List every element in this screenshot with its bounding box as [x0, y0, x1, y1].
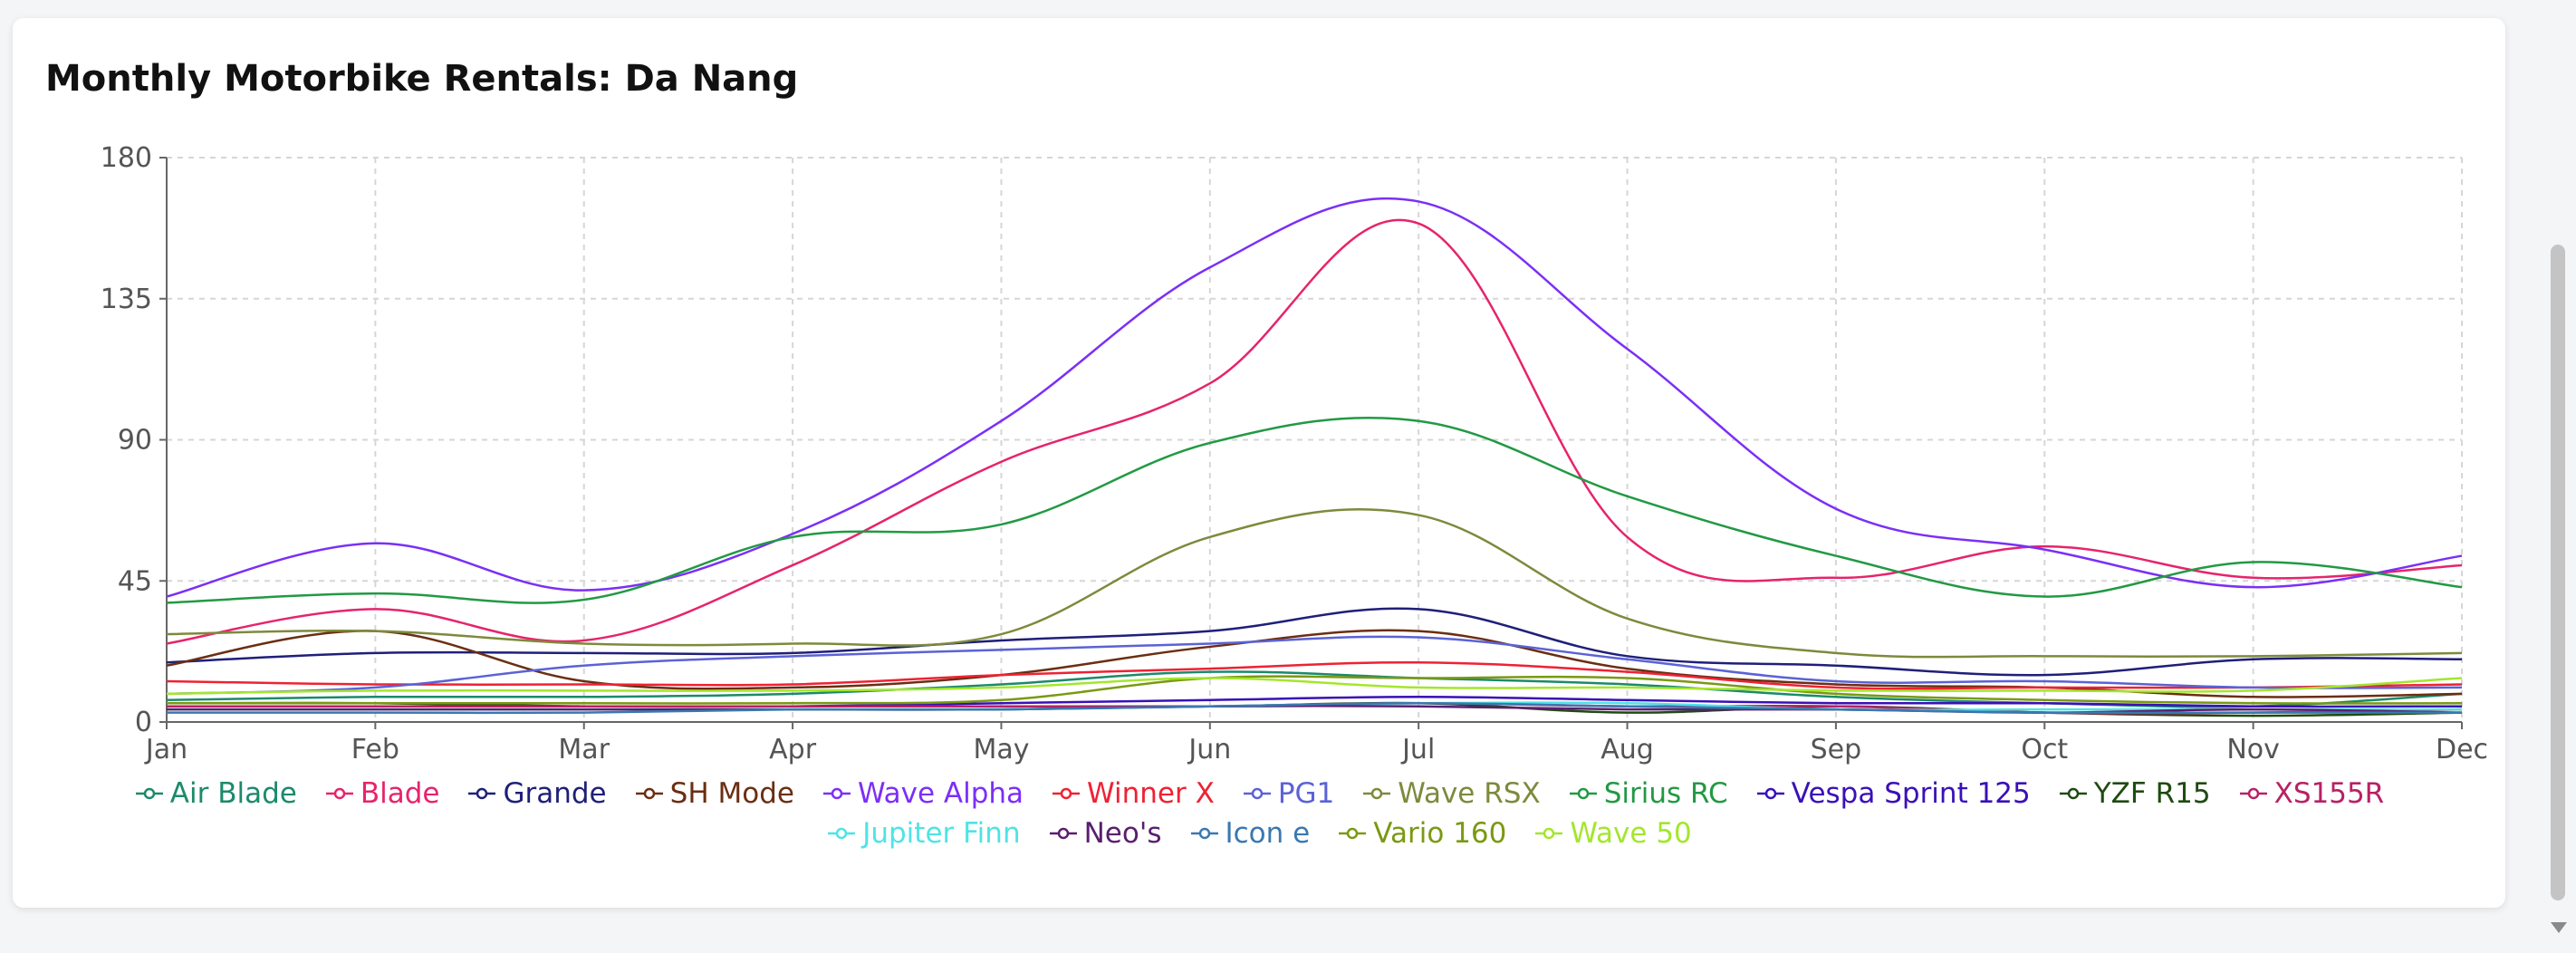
- legend-marker-icon: [1569, 787, 1597, 800]
- legend-label: Jupiter Finn: [862, 817, 1021, 850]
- legend-item-xs155r[interactable]: XS155R: [2238, 777, 2385, 810]
- series-line-pg1: [166, 635, 2463, 696]
- chart-legend: Air Blade Blade Grande SH Mode Wave Alpha Win…: [36, 777, 2482, 850]
- legend-label: SH Mode: [669, 777, 794, 810]
- legend-label: Sirius RC: [1603, 777, 1728, 810]
- legend-label: YZF R15: [2093, 777, 2211, 810]
- x-tick-label: Jan: [144, 734, 187, 765]
- legend-item-grande[interactable]: Grande: [466, 777, 607, 810]
- legend-marker-icon: [1190, 827, 1218, 840]
- series-lines: [166, 197, 2463, 717]
- series-line-wave-alpha: [166, 197, 2463, 598]
- chart-card: Monthly Motorbike Rentals: Da Nang: [13, 18, 2505, 908]
- legend-item-sh-mode[interactable]: SH Mode: [634, 777, 794, 810]
- legend-marker-icon: [1756, 787, 1784, 800]
- vertical-scrollbar[interactable]: [2547, 0, 2571, 953]
- legend-marker-icon: [828, 827, 856, 840]
- legend-item-blade[interactable]: Blade: [324, 777, 440, 810]
- grid: [167, 157, 2463, 722]
- legend-label: Wave RSX: [1398, 777, 1541, 810]
- legend-marker-icon: [2239, 787, 2267, 800]
- legend-marker-icon: [2059, 787, 2087, 800]
- x-tick-label: Nov: [2226, 734, 2280, 765]
- legend-marker-icon: [1049, 827, 1077, 840]
- x-tick-label: Jul: [1400, 734, 1435, 765]
- legend-label: Neo's: [1083, 817, 1162, 850]
- legend-label: Grande: [503, 777, 607, 810]
- x-tick-label: Oct: [2021, 734, 2068, 765]
- legend-marker-icon: [1053, 787, 1081, 800]
- legend-item-pg1[interactable]: PG1: [1242, 777, 1334, 810]
- y-tick-label: 180: [101, 142, 152, 174]
- series-line-vario-160: [167, 675, 2463, 705]
- legend-marker-icon: [135, 787, 163, 800]
- series-line-wave-rsx: [166, 507, 2463, 659]
- legend-item-wave-alpha[interactable]: Wave Alpha: [822, 777, 1024, 810]
- legend-item-sirius-rc[interactable]: Sirius RC: [1568, 777, 1728, 810]
- x-tick-label: Aug: [1600, 734, 1654, 765]
- series-line-blade: [166, 218, 2463, 645]
- legend-label: Vespa Sprint 125: [1791, 777, 2031, 810]
- y-tick-label: 135: [101, 284, 152, 315]
- series-line-icon-e: [167, 701, 2462, 715]
- legend-marker-icon: [822, 787, 851, 800]
- legend-marker-icon: [325, 787, 353, 800]
- legend-marker-icon: [1363, 787, 1391, 800]
- legend-item-vario-160[interactable]: Vario 160: [1337, 817, 1506, 850]
- series-line-winner-x: [166, 660, 2463, 690]
- x-tick-label: Apr: [769, 734, 817, 765]
- legend-item-neo-s[interactable]: Neo's: [1048, 817, 1162, 850]
- legend-label: XS155R: [2273, 777, 2385, 810]
- legend-label: Winner X: [1087, 777, 1215, 810]
- legend-marker-icon: [1535, 827, 1563, 840]
- y-tick-label: 90: [118, 425, 152, 457]
- legend-label: Wave 50: [1570, 817, 1692, 850]
- legend-label: Vario 160: [1373, 817, 1507, 850]
- legend-item-icon-e[interactable]: Icon e: [1189, 817, 1311, 850]
- series-line-wave-50: [166, 677, 2463, 696]
- legend-marker-icon: [635, 787, 663, 800]
- scroll-down-arrow-icon[interactable]: [2551, 922, 2567, 933]
- legend-item-jupiter-finn[interactable]: Jupiter Finn: [826, 817, 1021, 850]
- x-tick-label: Sep: [1811, 734, 1862, 765]
- legend-item-yzf-r15[interactable]: YZF R15: [2058, 777, 2211, 810]
- legend-marker-icon: [1243, 787, 1271, 800]
- x-tick-label: Jun: [1187, 734, 1231, 765]
- scrollbar-thumb[interactable]: [2551, 245, 2565, 900]
- x-tick-label: Dec: [2436, 734, 2488, 765]
- legend-item-winner-x[interactable]: Winner X: [1051, 777, 1215, 810]
- y-tick-label: 45: [118, 565, 152, 597]
- legend-item-wave-50[interactable]: Wave 50: [1533, 817, 1692, 850]
- legend-label: Icon e: [1225, 817, 1311, 850]
- legend-item-vespa-sprint-125[interactable]: Vespa Sprint 125: [1755, 777, 2031, 810]
- legend-item-wave-rsx[interactable]: Wave RSX: [1361, 777, 1541, 810]
- legend-item-air-blade[interactable]: Air Blade: [134, 777, 297, 810]
- chart-title: Monthly Motorbike Rentals: Da Nang: [45, 58, 799, 100]
- x-tick-label: Feb: [351, 734, 399, 765]
- legend-marker-icon: [1339, 827, 1367, 840]
- axes: 0 45 90 135 180 Jan Feb Mar Apr May Jun Jul Aug Sep Oc…: [101, 142, 2488, 765]
- x-tick-label: May: [973, 734, 1029, 765]
- x-tick-label: Mar: [558, 734, 610, 765]
- legend-label: Blade: [360, 777, 440, 810]
- y-tick-label: 0: [135, 707, 152, 738]
- series-line-grande: [166, 607, 2463, 677]
- series-line-sirius-rc: [166, 416, 2463, 604]
- legend-label: PG1: [1277, 777, 1335, 810]
- legend-marker-icon: [468, 787, 496, 800]
- legend-label: Air Blade: [169, 777, 297, 810]
- legend-label: Wave Alpha: [857, 777, 1024, 810]
